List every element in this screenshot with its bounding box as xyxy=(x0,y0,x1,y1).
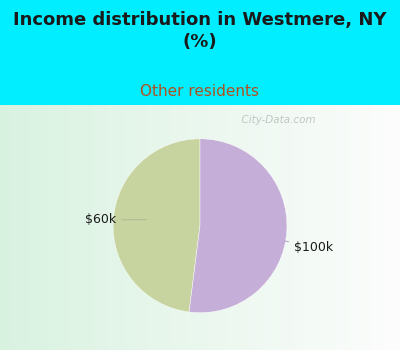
Text: City-Data.com: City-Data.com xyxy=(235,115,316,125)
Text: $60k: $60k xyxy=(85,213,146,226)
Wedge shape xyxy=(113,139,200,312)
Text: Income distribution in Westmere, NY
(%): Income distribution in Westmere, NY (%) xyxy=(13,10,387,51)
Wedge shape xyxy=(189,139,287,313)
Text: $100k: $100k xyxy=(285,241,333,254)
Text: Other residents: Other residents xyxy=(140,84,260,99)
